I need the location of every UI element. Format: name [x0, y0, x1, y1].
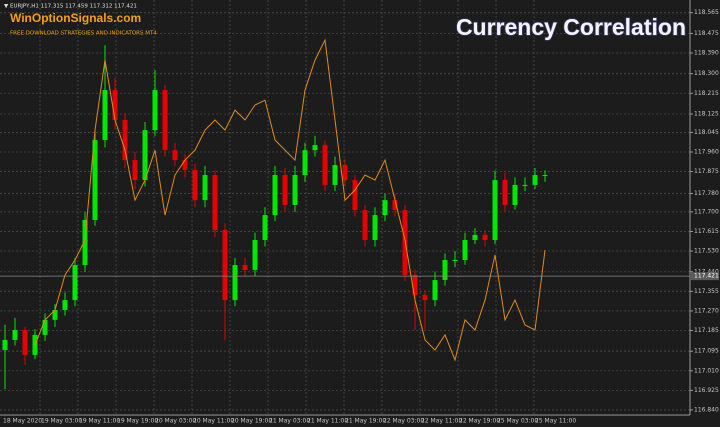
y-tick-label: 117.010 [694, 367, 719, 374]
candle-body [312, 145, 318, 151]
candle-body [212, 175, 218, 231]
y-tick-label: 116.925 [694, 387, 719, 394]
candle-body [392, 200, 398, 211]
candle-body [262, 215, 268, 240]
candle-body [452, 260, 458, 262]
candle-body [412, 274, 418, 296]
candle-body [272, 175, 278, 216]
candle-body [22, 330, 28, 355]
candle-body [192, 169, 198, 201]
candle-body [472, 234, 478, 240]
y-tick-label: 118.125 [694, 110, 719, 117]
candle-body [462, 239, 468, 261]
y-tick-label: 117.615 [694, 228, 719, 235]
candle-body [532, 175, 538, 185]
candle-body [372, 215, 378, 240]
y-tick-label: 116.840 [694, 406, 719, 413]
x-tick-label: 22 May 19:00 [459, 418, 500, 425]
candle-body [302, 150, 308, 176]
candle-body [122, 119, 128, 161]
candle-body [382, 200, 388, 216]
candle-body [492, 180, 498, 240]
candle-body [502, 180, 508, 205]
candle-body [162, 90, 168, 151]
y-tick-label: 117.875 [694, 168, 719, 175]
x-tick-label: 25 May 03:00 [497, 418, 538, 425]
candle-body [52, 309, 58, 320]
x-tick-label: 20 May 19:00 [231, 418, 272, 425]
y-tick-label: 118.045 [694, 129, 719, 136]
y-tick-label: 118.300 [694, 70, 719, 77]
tagline: FREE DOWNLOAD STRATEGIES AND INDICATORS … [10, 31, 157, 37]
y-tick-label: 118.390 [694, 49, 719, 56]
y-tick-label: 117.440 [694, 268, 719, 275]
y-tick-label: 118.565 [694, 9, 719, 16]
candle-body [182, 160, 188, 170]
y-tick-label: 117.700 [694, 208, 719, 215]
candle-body [142, 130, 148, 181]
candle-body [362, 210, 368, 240]
y-tick-label: 117.095 [694, 348, 719, 355]
x-tick-label: 22 May 03:00 [383, 418, 424, 425]
candle-body [342, 165, 348, 181]
y-tick-label: 118.215 [694, 90, 719, 97]
y-tick-label: 117.780 [694, 190, 719, 197]
candle-body [482, 234, 488, 240]
x-tick-label: 19 May 11:00 [79, 418, 120, 425]
candle-body [2, 339, 8, 351]
candle-body [152, 90, 158, 131]
candle-body [512, 184, 518, 205]
brand: WinOptionSignals.com [10, 11, 141, 25]
overlay-line [34, 38, 546, 362]
candle-body [242, 265, 248, 270]
y-tick-label: 117.960 [694, 148, 719, 155]
candle-body [12, 330, 18, 340]
candle-body [202, 175, 208, 201]
candle-body [102, 90, 108, 141]
candle-body [132, 160, 138, 181]
y-tick-label: 118.475 [694, 30, 719, 37]
current-price-box [691, 272, 719, 281]
candle-body [542, 175, 548, 177]
candle-body [282, 175, 288, 205]
x-tick-label: 22 May 11:00 [421, 418, 462, 425]
candle-body [112, 90, 118, 120]
candle-body [422, 295, 428, 301]
candle-body [432, 280, 438, 301]
x-tick-label: 19 May 19:00 [117, 418, 158, 425]
candle-body [72, 265, 78, 301]
y-tick-label: 117.270 [694, 307, 719, 314]
y-tick-label: 117.185 [694, 327, 719, 334]
x-tick-label: 20 May 11:00 [193, 418, 234, 425]
candle-body [352, 180, 358, 211]
current-price-label: 117.421 [694, 273, 719, 280]
chart-title: Currency Correlation [456, 14, 686, 40]
candle-body [522, 184, 528, 186]
symbol-line: ▼ EURJPY,H1 117.315 117.459 117.312 117.… [4, 4, 137, 10]
candle-body [42, 319, 48, 335]
x-tick-label: 21 May 11:00 [307, 418, 348, 425]
candle-body [442, 260, 448, 281]
candle-body [232, 265, 238, 301]
x-tick-label: 25 May 11:00 [535, 418, 576, 425]
candle-body [92, 140, 98, 220]
candle-body [172, 150, 178, 161]
candle-body [322, 145, 328, 185]
x-tick-label: 18 May 2020 [3, 418, 42, 425]
x-tick-label: 21 May 03:00 [269, 418, 310, 425]
y-tick-label: 117.530 [694, 248, 719, 255]
candle-body [82, 219, 88, 266]
candle-body [332, 165, 338, 185]
candle-body [62, 300, 68, 310]
x-tick-label: 21 May 19:00 [345, 418, 386, 425]
candle-body [222, 230, 228, 301]
x-tick-label: 19 May 03:00 [41, 418, 82, 425]
candle-body [252, 239, 258, 270]
y-tick-label: 117.355 [694, 288, 719, 295]
x-tick-label: 20 May 03:00 [155, 418, 196, 425]
candle-body [292, 175, 298, 205]
